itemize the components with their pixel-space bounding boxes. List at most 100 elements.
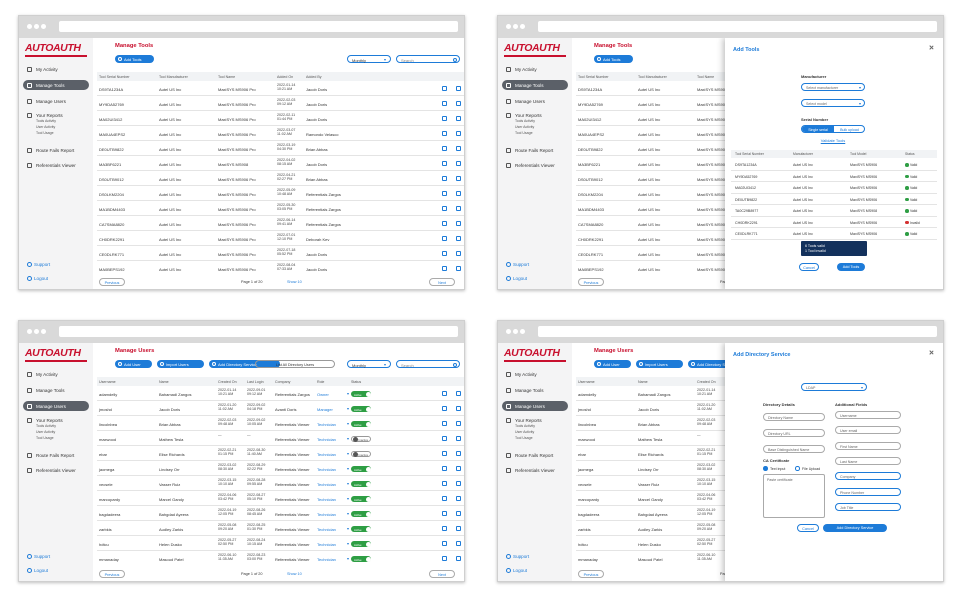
text-input[interactable]: Base Distinguished Name: [763, 445, 825, 453]
row-action-icon[interactable]: [456, 161, 461, 166]
text-input[interactable]: Username: [835, 411, 901, 419]
row-action-icon[interactable]: [442, 526, 447, 531]
report-item[interactable]: Tool Usage: [515, 131, 533, 135]
row-action-icon[interactable]: [442, 221, 447, 226]
status-toggle[interactable]: Inactive: [351, 435, 371, 442]
select[interactable]: Select model: [801, 99, 865, 107]
row-action-icon[interactable]: [456, 176, 461, 181]
report-item[interactable]: User Activity: [515, 430, 535, 434]
nav-item[interactable]: Manage Tools: [23, 385, 89, 395]
report-item[interactable]: Tool Usage: [36, 436, 54, 440]
nav-item[interactable]: My Activity: [502, 369, 568, 379]
nav-item[interactable]: Manage Tools: [502, 385, 568, 395]
previous-button[interactable]: Previous: [578, 570, 604, 578]
text-input[interactable]: Company: [835, 472, 901, 481]
validate-link[interactable]: Validate Tools: [820, 138, 846, 143]
nav-item[interactable]: Route Fails Report: [502, 450, 568, 460]
report-item[interactable]: Tool Usage: [515, 436, 533, 440]
row-action-icon[interactable]: [442, 161, 447, 166]
row-action-icon[interactable]: [442, 466, 447, 471]
row-action-icon[interactable]: [456, 481, 461, 486]
text-input[interactable]: Directory URL: [763, 429, 825, 437]
status-toggle[interactable]: Active: [351, 405, 371, 412]
report-item[interactable]: Tools Activity: [36, 119, 57, 123]
role-select[interactable]: Technician: [317, 436, 336, 442]
row-action-icon[interactable]: [456, 421, 461, 426]
action-button[interactable]: Import Users: [156, 360, 204, 368]
logout-link[interactable]: Logout: [513, 568, 528, 573]
row-action-icon[interactable]: [456, 116, 461, 121]
text-input[interactable]: Phone Number: [835, 487, 901, 496]
status-toggle[interactable]: Active: [351, 495, 371, 502]
directory-button[interactable]: List All Directory Users: [255, 360, 335, 368]
action-button[interactable]: Import Users: [635, 360, 683, 368]
row-action-icon[interactable]: [442, 86, 447, 91]
search-box[interactable]: Search: [396, 360, 460, 368]
status-toggle[interactable]: Active: [351, 465, 371, 472]
textarea[interactable]: Paste certificate: [763, 474, 825, 518]
row-action-icon[interactable]: [456, 436, 461, 441]
status-toggle[interactable]: Active: [351, 525, 371, 532]
action-button[interactable]: Add Tools: [594, 55, 634, 63]
row-action-icon[interactable]: [456, 451, 461, 456]
row-action-icon[interactable]: [442, 421, 447, 426]
select[interactable]: Select manufacturer: [801, 83, 865, 91]
role-select[interactable]: Owner: [317, 391, 329, 397]
row-action-icon[interactable]: [442, 236, 447, 241]
status-toggle[interactable]: Active: [351, 480, 371, 487]
nav-item[interactable]: My Activity: [23, 369, 89, 379]
previous-button[interactable]: Previous: [99, 278, 125, 286]
nav-item[interactable]: Manage Users: [23, 96, 89, 106]
row-action-icon[interactable]: [456, 86, 461, 91]
support-link[interactable]: Support: [513, 554, 530, 559]
support-link[interactable]: Support: [34, 262, 51, 267]
text-input[interactable]: Last Name: [835, 456, 901, 465]
status-toggle[interactable]: Active: [351, 555, 371, 562]
cancel-button[interactable]: Cancel: [799, 263, 819, 271]
row-action-icon[interactable]: [442, 131, 447, 136]
nav-item[interactable]: Referentials Viewer: [23, 160, 89, 170]
row-action-icon[interactable]: [442, 391, 447, 396]
action-button[interactable]: Add Directory Service: [209, 360, 280, 368]
logout-link[interactable]: Logout: [34, 568, 49, 573]
role-select[interactable]: Technician: [317, 421, 336, 427]
row-action-icon[interactable]: [456, 556, 461, 561]
role-select[interactable]: Technician: [317, 526, 336, 532]
row-action-icon[interactable]: [442, 556, 447, 561]
row-action-icon[interactable]: [456, 496, 461, 501]
action-button[interactable]: Add Tools: [115, 55, 155, 63]
select[interactable]: LDAP: [801, 383, 867, 391]
period-select[interactable]: Monthly: [347, 360, 391, 368]
row-action-icon[interactable]: [456, 526, 461, 531]
report-item[interactable]: Tools Activity: [515, 424, 536, 428]
row-action-icon[interactable]: [456, 511, 461, 516]
role-select[interactable]: Technician: [317, 556, 336, 562]
radio[interactable]: [763, 466, 768, 471]
role-select[interactable]: Technician: [317, 481, 336, 487]
search-box[interactable]: Search: [396, 55, 460, 63]
row-action-icon[interactable]: [442, 176, 447, 181]
nav-item[interactable]: Referentials Viewer: [502, 465, 568, 475]
previous-button[interactable]: Previous: [99, 570, 125, 578]
action-button[interactable]: Add User: [115, 360, 152, 368]
row-action-icon[interactable]: [456, 251, 461, 256]
page-size[interactable]: Show 10: [287, 280, 302, 284]
action-button[interactable]: Add Directory Service: [688, 360, 759, 368]
row-action-icon[interactable]: [442, 496, 447, 501]
report-item[interactable]: User Activity: [36, 430, 56, 434]
status-toggle[interactable]: Active: [351, 510, 371, 517]
next-button[interactable]: Next: [429, 570, 455, 578]
row-action-icon[interactable]: [456, 541, 461, 546]
text-input[interactable]: User email: [835, 426, 901, 435]
row-action-icon[interactable]: [442, 451, 447, 456]
text-input[interactable]: Directory Name: [763, 413, 825, 421]
row-action-icon[interactable]: [442, 191, 447, 196]
mode-toggle[interactable]: Single serial Bulk upload: [801, 125, 865, 133]
role-select[interactable]: Technician: [317, 511, 336, 517]
row-action-icon[interactable]: [442, 206, 447, 211]
row-action-icon[interactable]: [442, 251, 447, 256]
row-action-icon[interactable]: [456, 191, 461, 196]
nav-item[interactable]: Your Reports: [23, 415, 89, 425]
row-action-icon[interactable]: [442, 541, 447, 546]
role-select[interactable]: Technician: [317, 541, 336, 547]
